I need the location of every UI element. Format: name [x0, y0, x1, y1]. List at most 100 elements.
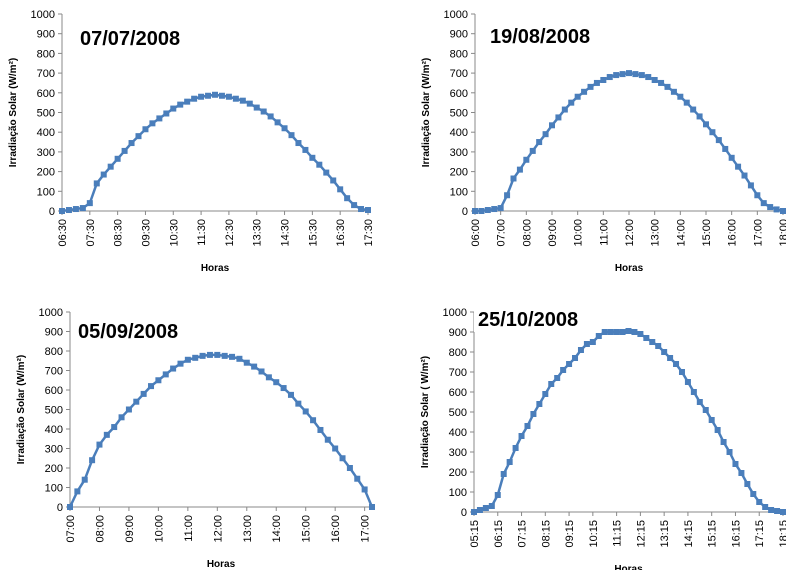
- data-point: [221, 352, 228, 359]
- x-tick-label: 18:15: [778, 520, 786, 548]
- y-axis-label: Irradiação Solar ( W/m²): [420, 356, 431, 468]
- y-tick-label: 300: [449, 447, 467, 459]
- data-point: [715, 137, 722, 144]
- data-point: [162, 371, 169, 378]
- data-point: [722, 145, 729, 152]
- x-tick-label: 05:15: [469, 520, 481, 548]
- data-point: [246, 100, 253, 107]
- data-point: [365, 207, 371, 214]
- data-point: [536, 401, 543, 407]
- data-point: [677, 93, 684, 100]
- x-tick-label: 17:00: [752, 219, 764, 247]
- data-point: [732, 461, 739, 467]
- data-point: [253, 104, 260, 111]
- y-tick-label: 700: [450, 68, 468, 80]
- x-tick-label: 10:15: [588, 520, 600, 548]
- data-point: [735, 163, 742, 170]
- data-point: [274, 119, 281, 126]
- x-tick-label: 11:30: [196, 219, 208, 246]
- data-point: [317, 426, 324, 433]
- y-tick-label: 1000: [443, 307, 467, 319]
- data-point: [107, 163, 114, 170]
- data-point: [561, 106, 568, 113]
- data-point: [251, 363, 258, 370]
- y-tick-label: 200: [449, 467, 467, 479]
- y-tick-label: 400: [37, 127, 55, 139]
- data-point: [780, 509, 786, 515]
- data-point: [192, 354, 199, 361]
- data-point: [81, 476, 88, 483]
- data-point: [667, 355, 674, 361]
- data-point: [79, 205, 86, 212]
- data-line: [473, 329, 784, 514]
- data-point: [295, 400, 302, 407]
- data-point: [678, 369, 685, 375]
- x-tick-label: 09:00: [547, 219, 559, 247]
- y-tick-label: 300: [45, 444, 63, 456]
- data-point: [361, 486, 368, 493]
- x-tick-label: 11:00: [183, 515, 195, 542]
- data-point: [339, 455, 346, 462]
- x-tick-label: 06:30: [57, 219, 69, 247]
- data-point: [696, 399, 703, 405]
- data-point: [258, 368, 265, 375]
- data-point: [673, 361, 680, 367]
- x-tick-label: 10:00: [153, 515, 165, 543]
- x-tick-label: 13:00: [242, 515, 254, 543]
- data-point: [309, 154, 316, 161]
- data-point: [494, 492, 501, 498]
- data-point: [206, 351, 213, 358]
- x-tick-label: 12:30: [224, 219, 236, 247]
- data-point: [760, 200, 767, 207]
- y-tick-label: 600: [45, 385, 63, 397]
- x-tick-label: 12:15: [635, 520, 647, 548]
- x-tick-label: 13:15: [659, 520, 671, 548]
- data-point: [323, 169, 330, 176]
- y-tick-label: 400: [450, 127, 468, 139]
- title-box: [486, 23, 598, 49]
- data-point: [754, 192, 761, 199]
- x-tick-label: 10:00: [573, 219, 585, 247]
- chart-title: 19/08/2008: [490, 26, 590, 48]
- y-tick-label: 800: [449, 347, 467, 359]
- data-point: [574, 93, 581, 100]
- data-point: [114, 155, 121, 162]
- x-tick-label: 09:15: [564, 520, 576, 548]
- data-point: [750, 491, 757, 497]
- y-tick-label: 200: [45, 463, 63, 475]
- data-line: [475, 71, 784, 213]
- y-tick-label: 0: [461, 507, 467, 519]
- data-point: [337, 186, 344, 193]
- data-point: [225, 93, 232, 100]
- data-point: [684, 379, 691, 385]
- data-point: [702, 407, 709, 413]
- data-point: [566, 361, 573, 367]
- data-point: [658, 79, 665, 86]
- data-point: [626, 70, 632, 77]
- x-tick-label: 18:00: [778, 219, 786, 247]
- data-point: [645, 74, 652, 81]
- data-point: [587, 83, 594, 90]
- data-point: [670, 88, 677, 95]
- data-point: [690, 106, 697, 113]
- data-point: [135, 133, 142, 140]
- data-point: [762, 504, 769, 510]
- data-point: [65, 207, 72, 214]
- data-point: [510, 175, 517, 182]
- data-point: [593, 79, 600, 86]
- data-point: [170, 365, 177, 372]
- x-tick-label: 14:30: [280, 219, 292, 247]
- data-point: [471, 509, 477, 515]
- data-point: [708, 417, 715, 423]
- x-tick-label: 09:30: [140, 219, 152, 247]
- data-point: [529, 147, 536, 154]
- x-tick-label: 15:00: [701, 219, 713, 247]
- data-point: [516, 166, 523, 173]
- y-axis-label: Irradiação Solar (W/m²): [16, 355, 27, 464]
- y-tick-label: 100: [45, 483, 63, 495]
- data-point: [100, 171, 107, 178]
- y-tick-label: 1000: [31, 9, 55, 21]
- y-tick-label: 400: [45, 424, 63, 436]
- chart-title: 07/07/2008: [80, 28, 180, 50]
- data-point: [148, 383, 155, 390]
